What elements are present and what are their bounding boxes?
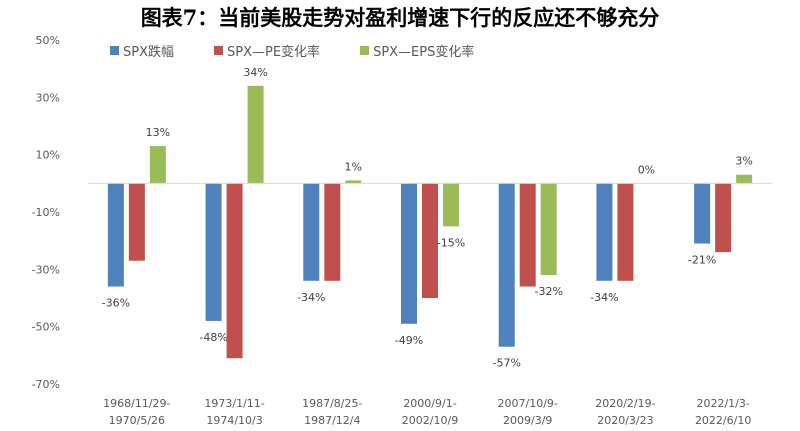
legend-swatch-eps-change xyxy=(360,46,370,55)
x-tick-label: 1973/1/11- xyxy=(204,397,264,410)
x-tick-label: 1974/10/3 xyxy=(206,414,262,427)
x-tick-label: 2000/9/1- xyxy=(403,397,456,410)
bar-1-2 xyxy=(205,183,222,321)
bar-2-2 xyxy=(226,183,243,359)
bar-1-1 xyxy=(107,183,124,287)
data-label: 0% xyxy=(638,163,655,176)
data-label: -34% xyxy=(297,291,325,304)
data-label: -48% xyxy=(199,331,227,344)
data-label: 1% xyxy=(345,160,362,173)
x-tick-label: 1987/12/4 xyxy=(304,414,360,427)
legend-label-pe-change: SPX—PE变化率 xyxy=(227,45,321,60)
chart-title: 图表7：当前美股走势对盈利增速下行的反应还不够充分 xyxy=(140,5,660,30)
bar-2-1 xyxy=(128,183,145,261)
y-tick-label: -10% xyxy=(32,206,60,219)
bar-3-3 xyxy=(345,180,362,184)
data-label: -34% xyxy=(590,291,618,304)
data-label: -15% xyxy=(437,236,465,249)
y-tick-label: -70% xyxy=(32,378,60,391)
bar-1-4 xyxy=(401,183,417,324)
bar-2-4 xyxy=(422,183,438,298)
chart-legend: SPX跌幅 SPX—PE变化率 SPX—EPS变化率 xyxy=(110,41,474,60)
x-tick-label: 2022/1/3- xyxy=(696,397,749,410)
x-tick-label: 2020/3/23 xyxy=(597,414,653,427)
data-label: 13% xyxy=(146,126,170,139)
data-label: -57% xyxy=(493,357,521,370)
bar-1-5 xyxy=(498,183,515,347)
bar-3-4 xyxy=(443,183,459,227)
x-tick-label: 1970/5/26 xyxy=(109,414,165,427)
legend-swatch-pe-change xyxy=(214,46,223,55)
bar-2-6 xyxy=(617,183,634,281)
bar-2-7 xyxy=(715,183,732,253)
data-label: 34% xyxy=(243,66,267,79)
x-tick-label: 2020/2/19- xyxy=(595,397,655,410)
legend-label-spx-drop: SPX跌幅 xyxy=(123,45,174,60)
y-tick-label: -30% xyxy=(32,263,60,276)
y-tick-label: 30% xyxy=(36,91,60,104)
bar-1-7 xyxy=(694,183,711,244)
bar-1-3 xyxy=(303,183,320,281)
data-label: 3% xyxy=(735,155,752,168)
x-tick-label: 2022/6/10 xyxy=(695,414,751,427)
x-tick-label: 2007/10/9- xyxy=(498,397,558,410)
x-tick-label: 2009/3/9 xyxy=(503,414,552,427)
bar-2-5 xyxy=(519,183,536,287)
legend-item-spx-drop: SPX跌幅 xyxy=(110,41,174,60)
y-tick-label: -50% xyxy=(32,321,60,334)
bar-3-1 xyxy=(149,146,166,184)
data-label: -32% xyxy=(535,285,563,298)
bar-1-6 xyxy=(596,183,613,281)
y-tick-label: 50% xyxy=(36,34,60,47)
x-tick-label: 2002/10/9 xyxy=(402,414,458,427)
bar-2-3 xyxy=(324,183,341,281)
y-tick-label: 10% xyxy=(36,149,60,162)
legend-label-eps-change: SPX—EPS变化率 xyxy=(373,45,475,60)
data-label: -49% xyxy=(395,334,423,347)
legend-item-pe-change: SPX—PE变化率 xyxy=(214,41,320,60)
data-label: -36% xyxy=(102,297,130,310)
x-tick-label: 1987/8/25- xyxy=(302,397,362,410)
bar-3-7 xyxy=(736,174,753,184)
legend-swatch-spx-drop xyxy=(110,46,119,55)
data-label: -21% xyxy=(688,254,716,267)
bar-3-5 xyxy=(540,183,557,276)
x-tick-label: 1968/11/29- xyxy=(103,397,170,410)
legend-item-eps-change: SPX—EPS变化率 xyxy=(360,41,474,60)
bar-3-2 xyxy=(247,85,264,184)
